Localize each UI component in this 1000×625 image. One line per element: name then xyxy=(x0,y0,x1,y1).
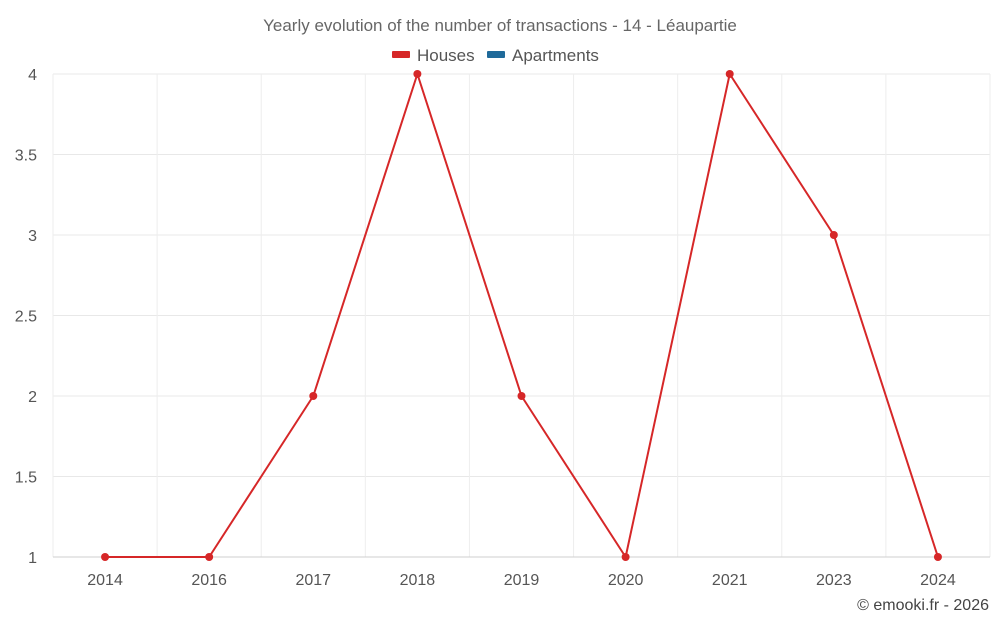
x-tick-label: 2018 xyxy=(400,572,436,589)
data-point[interactable] xyxy=(205,553,214,561)
data-point[interactable] xyxy=(725,70,734,78)
legend-swatch-apartments[interactable] xyxy=(487,51,505,58)
y-tick-label: 3.5 xyxy=(15,148,37,165)
legend-label-houses[interactable]: Houses xyxy=(417,46,475,65)
x-tick-label: 2016 xyxy=(191,572,227,589)
data-point[interactable] xyxy=(413,70,422,78)
legend-swatch-houses[interactable] xyxy=(392,51,410,58)
data-point[interactable] xyxy=(621,553,630,561)
credit-text: © emooki.fr - 2026 xyxy=(857,597,989,614)
x-tick-label: 2024 xyxy=(920,572,956,589)
grid xyxy=(52,73,991,558)
x-tick-label: 2014 xyxy=(87,572,123,589)
x-tick-label: 2019 xyxy=(504,572,540,589)
legend-label-apartments[interactable]: Apartments xyxy=(512,46,599,65)
legend: Houses Apartments xyxy=(392,46,599,65)
data-point[interactable] xyxy=(101,553,110,561)
y-tick-label: 4 xyxy=(28,67,37,84)
y-tick-label: 1.5 xyxy=(15,470,37,487)
data-point[interactable] xyxy=(517,392,526,400)
data-point[interactable] xyxy=(829,231,838,239)
series-layer xyxy=(101,70,942,561)
x-axis: 2014 2016 2017 2018 2019 2020 2021 2023 2024 xyxy=(87,572,956,589)
x-tick-label: 2017 xyxy=(295,572,331,589)
x-tick-label: 2023 xyxy=(816,572,852,589)
x-tick-label: 2021 xyxy=(712,572,748,589)
y-tick-label: 3 xyxy=(28,228,37,245)
y-tick-label: 1 xyxy=(28,550,37,567)
x-tick-label: 2020 xyxy=(608,572,644,589)
y-tick-label: 2 xyxy=(28,389,37,406)
data-point[interactable] xyxy=(933,553,942,561)
y-tick-label: 2.5 xyxy=(15,309,37,326)
y-axis: 1 1.5 2 2.5 3 3.5 4 xyxy=(15,67,37,567)
chart-title: Yearly evolution of the number of transa… xyxy=(263,16,737,35)
data-point[interactable] xyxy=(309,392,318,400)
